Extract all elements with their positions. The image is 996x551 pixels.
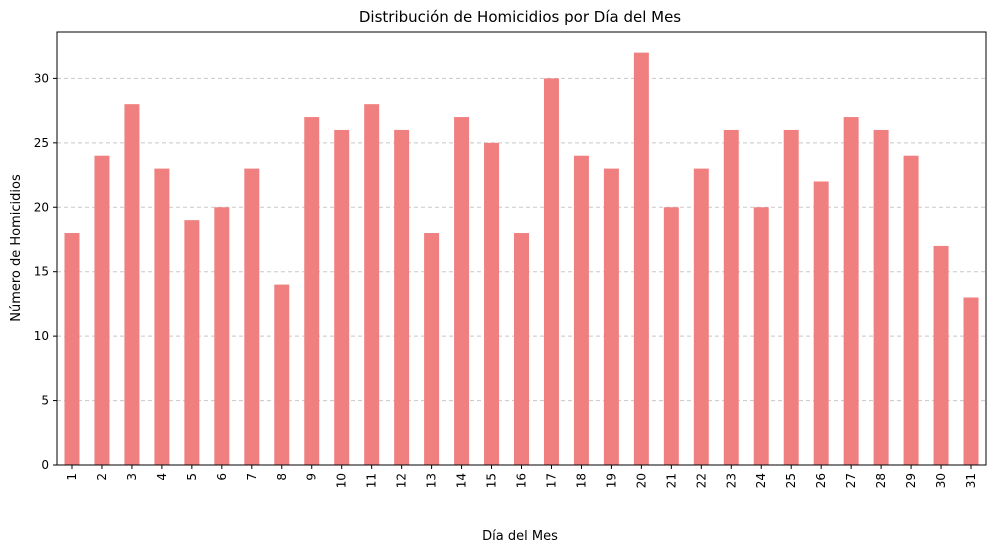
- x-tick-label: 23: [724, 473, 738, 488]
- bar-day-23: [723, 129, 739, 465]
- x-tick-label: 12: [395, 473, 409, 488]
- y-axis-title: Número de Homicidios: [9, 174, 24, 322]
- x-tick-label: 30: [934, 473, 948, 488]
- bar-day-22: [693, 168, 709, 465]
- bar-day-31: [963, 297, 979, 465]
- bar-day-16: [514, 233, 529, 465]
- x-tick-label: 19: [604, 473, 618, 488]
- bar-day-4: [154, 168, 170, 465]
- x-tick-label: 1: [65, 473, 79, 481]
- x-tick-label: 7: [245, 473, 259, 481]
- x-tick-label: 14: [455, 473, 469, 488]
- x-tick-label: 25: [784, 473, 798, 488]
- y-tick-label: 20: [34, 200, 49, 214]
- bar-day-8: [274, 284, 290, 465]
- x-tick-label: 20: [634, 473, 648, 488]
- x-tick-label: 3: [125, 473, 139, 481]
- x-axis: 1 2 3 4 5 6 7 8 9 10 11 12 13 14 15 16 17 18 19 20 21 22 23 24 2…: [65, 465, 978, 488]
- bar-day-6: [214, 207, 230, 465]
- x-tick-label: 29: [904, 473, 918, 488]
- x-tick-label: 5: [185, 473, 199, 481]
- x-tick-label: 9: [305, 473, 319, 481]
- bar-day-26: [813, 181, 829, 465]
- y-tick-label: 10: [34, 329, 49, 343]
- x-tick-label: 11: [365, 473, 379, 488]
- bar-day-1: [64, 233, 80, 465]
- bar-day-14: [454, 117, 470, 465]
- x-tick-label: 16: [515, 473, 529, 488]
- bar-day-10: [334, 129, 350, 465]
- x-tick-label: 10: [335, 473, 349, 488]
- bar-day-21: [663, 207, 679, 465]
- bar-day-30: [933, 245, 949, 465]
- x-tick-label: 2: [95, 473, 109, 481]
- y-tick-label: 0: [41, 458, 49, 472]
- bar-day-5: [184, 220, 200, 465]
- bar-day-19: [603, 168, 619, 465]
- x-tick-label: 22: [694, 473, 708, 488]
- bar-day-15: [484, 142, 500, 465]
- bar-day-2: [94, 155, 110, 465]
- y-tick-label: 30: [34, 71, 49, 85]
- y-axis: 0 5 10 15 20 25 30: [34, 71, 57, 472]
- bar-day-13: [424, 233, 440, 465]
- bars-layer: [64, 52, 979, 466]
- bar-day-12: [394, 129, 410, 465]
- x-tick-label: 15: [485, 473, 499, 488]
- x-tick-label: 21: [664, 473, 678, 488]
- x-tick-label: 18: [574, 473, 588, 488]
- bar-day-27: [843, 117, 859, 465]
- bar-day-28: [873, 129, 889, 465]
- x-tick-label: 27: [844, 473, 858, 488]
- bar-day-24: [753, 207, 769, 465]
- bar-day-29: [903, 155, 919, 465]
- x-tick-label: 4: [155, 473, 169, 481]
- x-tick-label: 8: [275, 473, 289, 481]
- x-tick-label: 13: [425, 473, 439, 488]
- y-tick-label: 15: [34, 265, 49, 279]
- x-tick-label: 28: [874, 473, 888, 488]
- bar-day-18: [573, 155, 589, 465]
- x-tick-label: 17: [544, 473, 558, 488]
- chart-title: Distribución de Homicidios por Día del M…: [359, 8, 681, 26]
- bar-day-17: [543, 78, 559, 466]
- bar-day-7: [244, 168, 260, 465]
- x-tick-label: 24: [754, 473, 768, 488]
- bar-day-11: [364, 104, 380, 466]
- bar-day-9: [304, 117, 320, 465]
- x-tick-label: 26: [814, 473, 828, 488]
- x-axis-title: Día del Mes: [482, 529, 558, 544]
- bar-day-3: [124, 104, 140, 466]
- x-tick-label: 6: [215, 473, 229, 481]
- x-tick-label: 31: [964, 473, 978, 488]
- bar-day-25: [783, 129, 799, 465]
- y-tick-label: 25: [34, 136, 49, 150]
- y-tick-label: 5: [41, 394, 49, 408]
- bar-day-20: [633, 52, 649, 465]
